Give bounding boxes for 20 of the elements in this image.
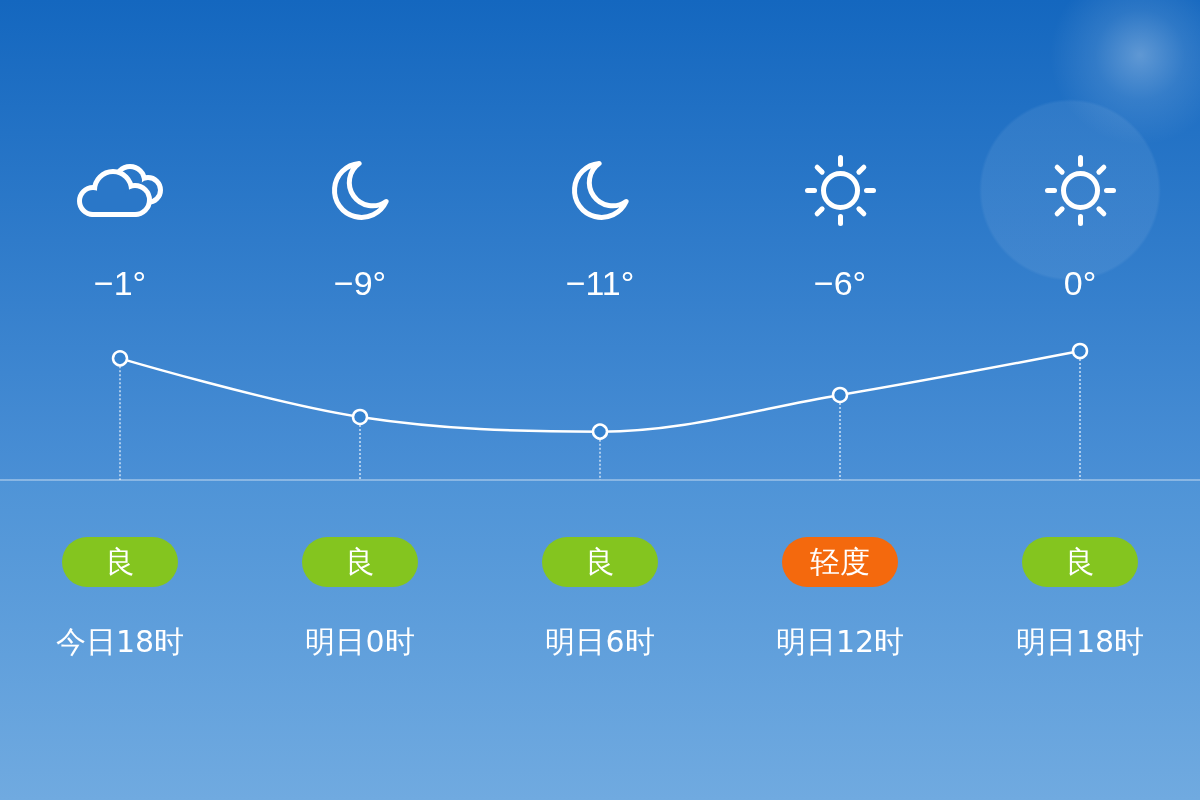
pill-badge: 良 <box>1022 537 1138 587</box>
data-label: −9° <box>333 264 387 302</box>
point <box>111 350 129 367</box>
data-label: −6° <box>813 264 867 302</box>
point <box>831 386 849 404</box>
pill-badge: 良 <box>542 537 658 587</box>
x-tick-label: 今日18时 <box>55 623 185 659</box>
pill-badge: 良 <box>62 537 178 587</box>
data-label: −1° <box>93 264 147 302</box>
point <box>1071 342 1089 360</box>
data-label: −11° <box>565 264 635 302</box>
x-tick-label: 明日18时 <box>1015 623 1145 659</box>
point <box>591 423 609 440</box>
point <box>351 408 369 426</box>
x-tick-label: 明日12时 <box>775 623 905 659</box>
pill-badge: 轻度 <box>782 537 898 587</box>
data-label: 0° <box>1063 264 1097 302</box>
pill-badge: 良 <box>302 537 418 587</box>
x-tick-label: 明日0时 <box>305 623 415 659</box>
x-tick-label: 明日6时 <box>545 623 655 659</box>
